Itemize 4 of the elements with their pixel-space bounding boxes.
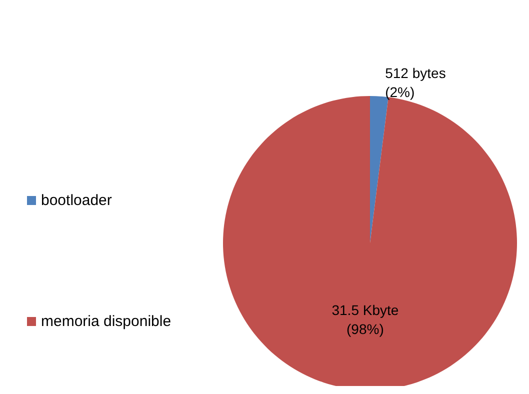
- legend-label: bootloader: [41, 192, 112, 209]
- data-label: 512 bytes (2%): [385, 64, 446, 100]
- data-label: 31.5 Kbyte (98%): [332, 302, 399, 337]
- legend-label: memoria disponible: [41, 313, 172, 330]
